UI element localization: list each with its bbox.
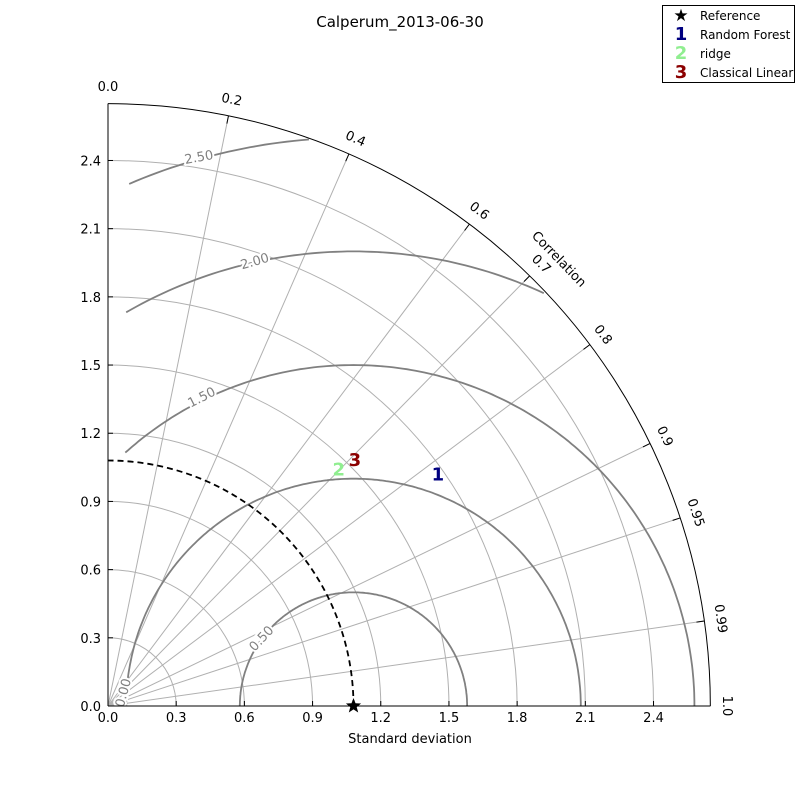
y-tick-label: 0.6 (80, 564, 101, 579)
data-point-1: 1 (432, 465, 445, 486)
correlation-tick-label: 0.8 (590, 322, 614, 348)
legend: ★ Reference 1 Random Forest 2 ridge 3 Cl… (662, 5, 795, 83)
std-grid-arc (107, 569, 245, 707)
legend-item-3: 3 Classical Linear (671, 62, 794, 83)
x-axis-label: Standard deviation (348, 732, 472, 747)
std-grid-arc (107, 500, 314, 707)
x-tick-label: 1.5 (439, 711, 460, 726)
rms-contour (128, 138, 309, 185)
correlation-tick-label: 0.4 (343, 128, 368, 150)
x-tick-label: 0.6 (234, 711, 255, 726)
correlation-grid-line (107, 115, 229, 707)
std-grid-arc (107, 228, 586, 707)
correlation-grid-line (107, 442, 651, 707)
correlation-tick (226, 115, 229, 124)
rms-contour-label: 2.50 (183, 148, 214, 168)
rms-contour-label: 0.00 (113, 677, 135, 709)
legend-marker-3: 3 (674, 62, 688, 83)
correlation-tick (345, 153, 350, 162)
correlation-grid-line (107, 517, 681, 707)
correlation-grid-line (107, 344, 591, 707)
correlation-tick (672, 517, 681, 521)
std-grid-arc (107, 432, 382, 707)
outer-correlation-arc (107, 103, 711, 707)
y-tick-label: 1.5 (80, 359, 101, 374)
legend-item-2: 2 ridge (671, 45, 731, 63)
std-grid-arc (107, 364, 450, 707)
correlation-tick-label: 0.0 (98, 80, 119, 95)
correlation-tick (523, 275, 530, 282)
data-point-2: 2 (332, 460, 345, 481)
correlation-tick-label: 0.6 (466, 199, 492, 223)
correlation-tick-label: 0.9 (653, 424, 676, 449)
legend-label: ridge (700, 47, 731, 61)
legend-item-1: 1 Random Forest (671, 24, 791, 45)
reference-point (345, 698, 362, 713)
std-grid-arc (107, 296, 518, 707)
data-point-3: 3 (349, 450, 362, 471)
legend-label: Random Forest (700, 28, 791, 42)
x-tick-label: 0.9 (302, 711, 323, 726)
star-icon: ★ (673, 6, 689, 26)
correlation-grid-line (107, 223, 470, 707)
correlation-grid-line (107, 153, 350, 707)
rms-contour (124, 364, 696, 706)
y-tick-label: 1.2 (80, 427, 101, 442)
correlation-tick (696, 620, 705, 623)
correlation-tick-label: 0.99 (711, 603, 730, 634)
x-tick-label: 2.4 (643, 711, 664, 726)
correlation-tick (583, 344, 591, 350)
y-tick-label: 2.1 (80, 223, 101, 238)
legend-item-reference: ★ Reference (671, 7, 760, 25)
y-tick-label: 0.9 (80, 495, 101, 510)
x-tick-label: 1.2 (370, 711, 391, 726)
rms-contour (125, 477, 582, 706)
legend-marker-1: 1 (674, 24, 688, 45)
legend-label: Classical Linear (700, 66, 794, 80)
correlation-grid-line (107, 275, 530, 707)
x-tick-label: 1.8 (507, 711, 528, 726)
y-tick-label: 0.0 (80, 700, 101, 715)
correlation-tick (642, 442, 651, 448)
correlation-tick (464, 223, 470, 231)
legend-label: Reference (700, 9, 761, 23)
rms-contour (238, 591, 468, 706)
correlation-grid-line (107, 620, 705, 707)
rms-contour-label: 1.50 (186, 385, 219, 412)
reference-std-arc (107, 459, 355, 707)
legend-marker-2: 2 (674, 43, 688, 64)
y-tick-label: 0.3 (80, 632, 101, 647)
correlation-tick-label: 0.2 (220, 91, 243, 110)
correlation-tick-label: 1.0 (719, 696, 734, 717)
y-tick-label: 1.8 (80, 291, 101, 306)
rms-contour (125, 250, 545, 314)
y-tick-label: 2.4 (80, 154, 101, 169)
correlation-tick-label: 0.95 (684, 497, 707, 529)
x-tick-label: 2.1 (575, 711, 596, 726)
rms-contour-label: 2.00 (239, 251, 271, 273)
x-tick-label: 0.0 (98, 711, 119, 726)
rms-contour-label: 0.50 (247, 623, 278, 654)
chart-title: Calperum_2013-06-30 (316, 13, 484, 32)
x-tick-label: 0.3 (166, 711, 187, 726)
std-grid-arc (107, 159, 655, 707)
